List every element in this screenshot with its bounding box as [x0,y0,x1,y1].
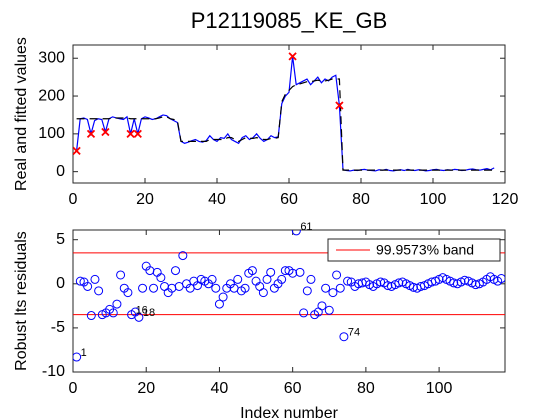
y-tick-label: 200 [38,87,65,104]
point [496,274,505,284]
point [218,292,228,302]
chart-title: P12119085_KE_GB [191,8,388,33]
point [288,268,298,278]
outlier-marker [101,127,110,137]
annotation: 18 [143,307,155,319]
x-tick-label: 80 [352,191,370,208]
point [332,270,342,280]
point [295,267,305,277]
point [138,283,148,293]
x-tick-label: 60 [280,191,298,208]
plot-area [73,52,495,172]
point [171,266,181,276]
annotation: 16 [136,305,148,317]
point [156,273,166,283]
point [408,282,418,292]
point [324,305,334,315]
point [299,308,309,318]
x-tick-label: 40 [211,380,229,397]
point [376,277,386,287]
point [277,274,287,284]
point [343,276,353,286]
annotation: 74 [348,327,360,339]
x-tick-label: 20 [137,380,155,397]
x-tick-label: 60 [284,380,302,397]
series-line [76,78,495,171]
point [86,311,96,321]
annotation: 1 [81,347,87,359]
point [75,276,85,286]
point [291,230,301,236]
legend-label: 99.9573% band [376,242,474,258]
point [449,278,459,288]
x-axis-label: Index number [240,405,339,420]
point [123,288,133,298]
point [214,299,224,309]
y-tick-label: 0 [56,163,65,180]
point [339,332,349,342]
outlier-marker [126,129,135,138]
plot-area [73,230,505,362]
point [262,274,272,284]
y-tick-label: 100 [38,125,65,142]
outlier-marker [73,146,81,155]
outlier-marker [86,129,96,138]
point [306,274,316,284]
point [321,283,331,293]
x-tick-label: 0 [69,380,78,397]
point [258,288,268,298]
point [211,283,221,293]
point [83,281,93,291]
x-tick-label: 120 [492,191,519,208]
point [178,251,188,261]
outlier-marker [335,101,344,110]
x-tick-label: 20 [136,191,154,208]
annotation: 61 [300,221,312,233]
point [302,286,312,296]
x-tick-label: 0 [69,191,78,208]
point [383,281,393,291]
y-tick-label: 0 [56,275,65,292]
y-tick-label: 300 [38,49,65,66]
point [394,278,404,288]
y-tick-label: 5 [56,231,65,248]
outlier-marker [133,129,142,138]
axes-box [72,44,506,184]
x-tick-label: 40 [208,191,226,208]
point [328,288,338,298]
point [233,274,243,284]
point [73,352,82,362]
point [335,283,345,293]
point [94,286,104,296]
point [112,299,122,309]
y-axis-label: Real and fitted values [13,37,30,191]
point [149,283,159,293]
x-tick-label: 80 [357,380,375,397]
point [317,301,327,311]
y-tick-label: -10 [42,363,65,380]
legend-box [327,238,501,262]
outlier-marker [288,52,297,61]
point [266,267,276,277]
x-tick-label: 100 [426,380,453,397]
point [207,274,217,284]
point [247,266,257,276]
y-tick-label: -5 [51,319,65,336]
point [240,283,250,293]
y-axis-label: Robust lts residuals [13,231,30,371]
x-tick-label: 100 [420,191,447,208]
point [90,274,100,284]
point [134,312,144,322]
point [108,308,118,318]
point [116,270,126,280]
